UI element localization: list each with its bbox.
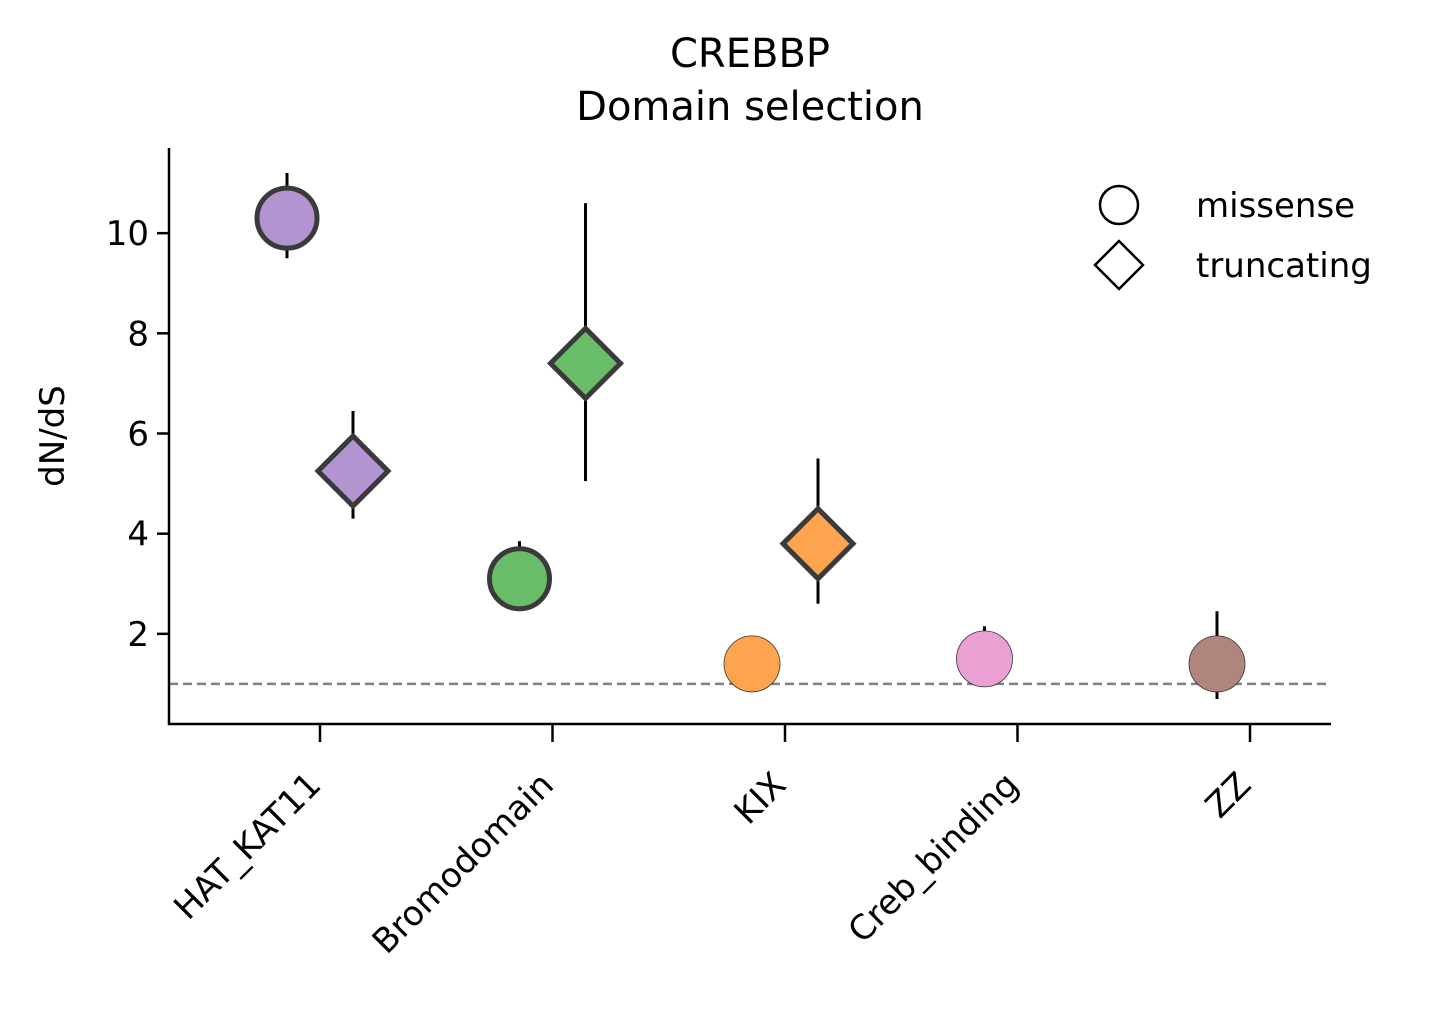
marker-layer bbox=[254, 185, 1246, 693]
y-tick-label: 6 bbox=[127, 414, 149, 454]
legend-label-truncating: truncating bbox=[1196, 246, 1372, 286]
x-tick-label-hat-kat11: HAT_KAT11 bbox=[166, 765, 329, 928]
chart-title-line: Domain selection bbox=[576, 84, 924, 130]
y-tick-label: 4 bbox=[127, 515, 149, 555]
missense-point-kix bbox=[723, 635, 781, 693]
error-bar-layer bbox=[285, 173, 1219, 699]
legend-label-missense: missense bbox=[1196, 186, 1355, 226]
chart-title-line: CREBBP bbox=[670, 31, 830, 77]
missense-point-hat-kat11 bbox=[254, 185, 320, 251]
legend: missense truncating bbox=[1093, 184, 1372, 291]
legend-marker-missense bbox=[1098, 184, 1140, 226]
y-axis-label: dN/dS bbox=[33, 385, 73, 487]
x-tick-label-creb-binding: Creb_binding bbox=[841, 765, 1027, 951]
truncating-point-kix bbox=[779, 505, 857, 583]
y-tick-label: 8 bbox=[127, 314, 149, 354]
missense-point-creb-binding bbox=[956, 630, 1013, 688]
y-tick-label: 2 bbox=[127, 615, 149, 655]
truncating-point-bromodomain bbox=[546, 324, 625, 402]
missense-point-bromodomain bbox=[487, 546, 552, 612]
legend-marker-truncating bbox=[1093, 239, 1145, 291]
missense-point-zz bbox=[1188, 635, 1246, 693]
x-tick-label-bromodomain: Bromodomain bbox=[365, 765, 562, 962]
axes: 2 4 6 8 10 HAT_KAT11 Bromodomain KIX Creb_bindin… bbox=[106, 148, 1331, 962]
y-tick-label: 10 bbox=[106, 214, 149, 254]
chart-title: CREBBP Domain selection bbox=[576, 31, 924, 130]
x-tick-label-kix: KIX bbox=[727, 765, 795, 833]
truncating-point-hat-kat11 bbox=[314, 432, 392, 510]
x-tick-label-zz: ZZ bbox=[1198, 765, 1259, 826]
